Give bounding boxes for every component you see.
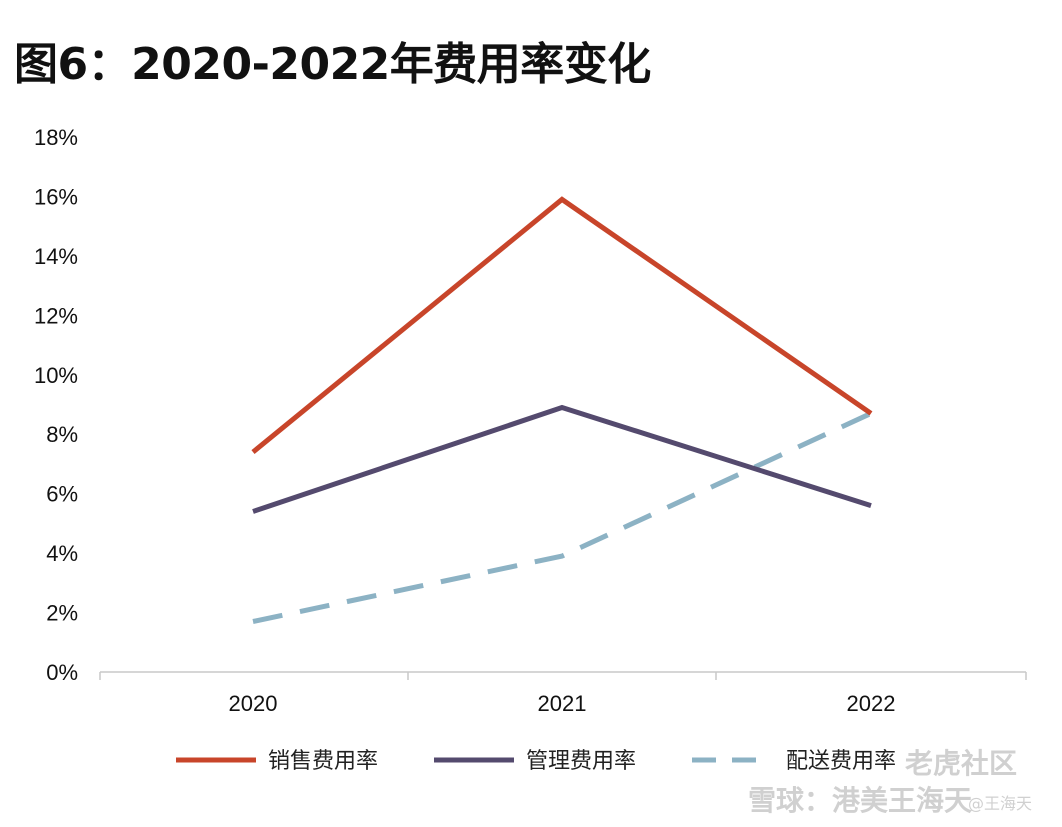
- y-tick-label: 18%: [34, 125, 78, 150]
- y-tick-label: 6%: [46, 482, 78, 507]
- watermark-xueqiu: 雪球：港美王海天: [748, 784, 973, 817]
- y-tick-label: 2%: [46, 601, 78, 626]
- series-line-1: [251, 196, 873, 455]
- legend: 销售费用率 管理费用率 配送费用率: [176, 749, 896, 774]
- series-lines: [251, 196, 873, 624]
- y-tick-label: 12%: [34, 303, 78, 328]
- x-axis-ticks: [99, 672, 1027, 680]
- legend-label-2: 管理费用率: [526, 749, 636, 774]
- series-line-2: [252, 404, 872, 514]
- watermark-tiger-community: 老虎社区: [905, 747, 1018, 780]
- x-tick-label: 2021: [538, 691, 587, 716]
- x-axis-labels: 2020 2021 2022: [229, 691, 896, 716]
- page-title: 图6：2020-2022年费用率变化: [14, 39, 651, 90]
- x-tick-label: 2022: [847, 691, 896, 716]
- y-tick-label: 0%: [46, 660, 78, 685]
- legend-label-1: 销售费用率: [268, 749, 378, 774]
- legend-label-3: 配送费用率: [786, 749, 896, 774]
- y-tick-label: 16%: [34, 184, 78, 209]
- y-tick-label: 14%: [34, 244, 78, 269]
- y-tick-label: 10%: [34, 363, 78, 388]
- y-tick-label: 4%: [46, 541, 78, 566]
- watermark-author: @王海天: [968, 794, 1033, 813]
- x-tick-label: 2020: [229, 691, 278, 716]
- y-tick-label: 8%: [46, 422, 78, 447]
- y-axis-labels: 0% 2% 4% 6% 8% 10% 12% 14% 16% 18%: [34, 125, 78, 685]
- series-line-3: [252, 411, 873, 624]
